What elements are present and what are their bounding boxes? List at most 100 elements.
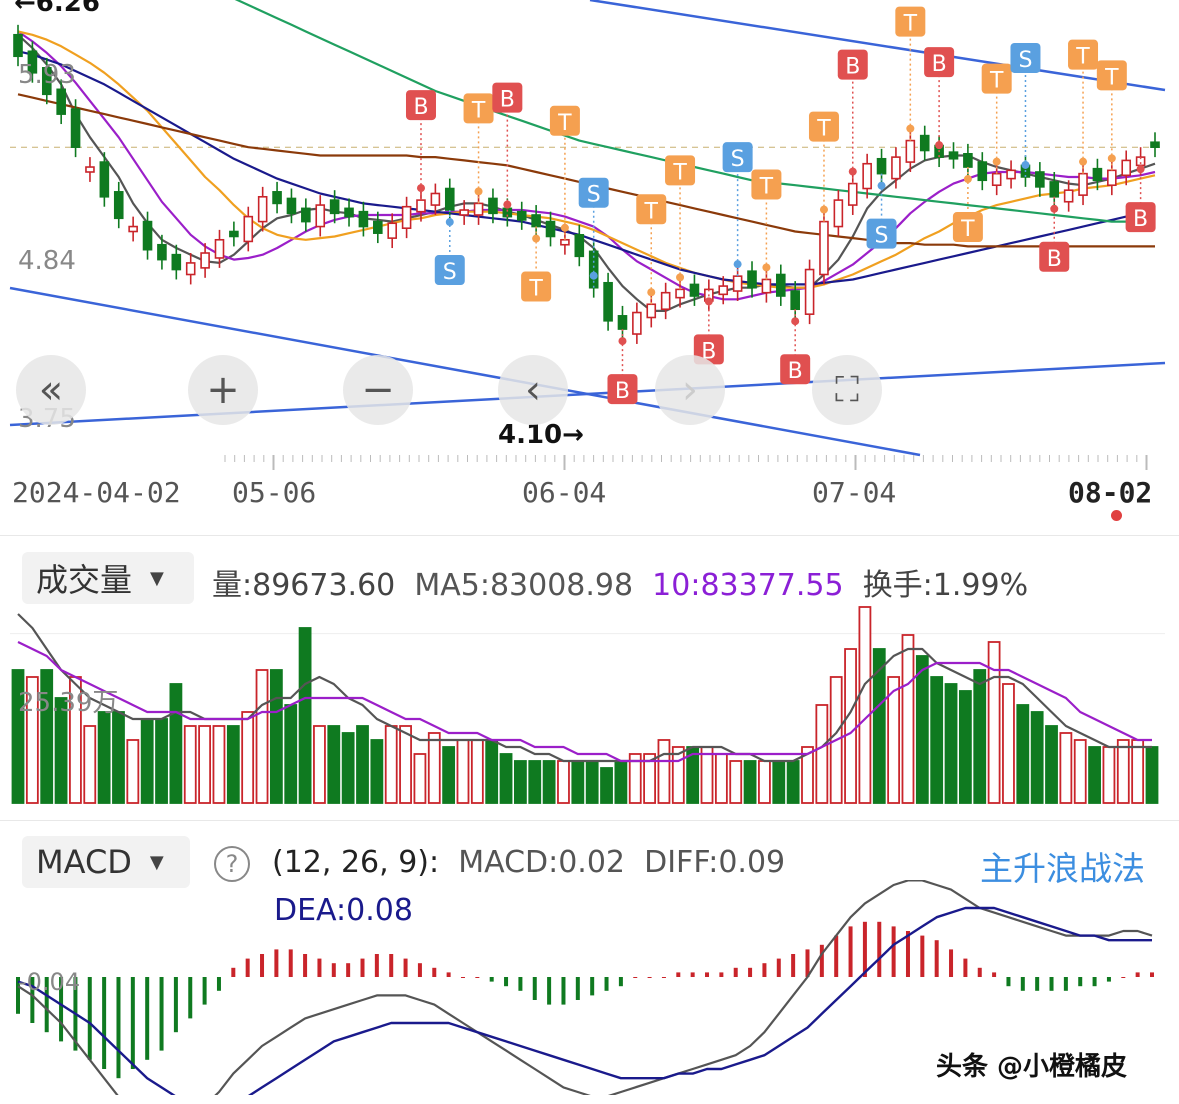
macd-histogram-bar [1121, 977, 1126, 978]
volume-bar [600, 767, 613, 804]
signal-badge [866, 218, 897, 249]
macd-histogram-bar [992, 972, 997, 977]
macd-histogram-bar [30, 977, 35, 1023]
candle-body [459, 209, 469, 216]
candle-body [113, 191, 124, 220]
volume-bar [1102, 746, 1116, 804]
signal-dot [503, 200, 512, 209]
signal-badge-label: S [731, 147, 745, 172]
macd-histogram-bar [1150, 972, 1154, 977]
trend-line [9, 286, 921, 457]
volume-bar [241, 711, 255, 804]
signal-badge [1039, 241, 1070, 272]
panel-separator [0, 535, 1179, 536]
rewind-button[interactable]: « [16, 355, 86, 425]
candle-body [991, 172, 1002, 187]
macd-histogram-bar [504, 977, 509, 987]
signal-badge [952, 212, 983, 243]
scroll-left-button[interactable]: ‹ [498, 355, 568, 425]
volume-bar [298, 627, 312, 804]
volume-bar [183, 725, 197, 804]
signal-dot [1107, 154, 1116, 163]
macd-histogram-bar [1078, 977, 1083, 987]
candle-body [128, 225, 138, 233]
volume-bar [1059, 732, 1073, 804]
volume-bar [1073, 739, 1087, 804]
signal-badge [434, 255, 465, 286]
macd-params: (12, 26, 9): [272, 845, 440, 880]
volume-bar [1145, 746, 1159, 804]
volume-indicator-selector[interactable]: 成交量 ▼ [22, 552, 194, 604]
volume-bar [470, 739, 484, 804]
signal-badge [981, 63, 1012, 94]
volume-bar [887, 676, 901, 804]
signal-badge-label: S [443, 260, 457, 285]
macd-histogram-bar [604, 977, 609, 991]
signal-badge [492, 82, 523, 113]
candle-body [632, 311, 642, 335]
macd-chart[interactable] [0, 880, 1179, 1095]
volume-bar [269, 669, 283, 804]
candle-body [272, 191, 282, 205]
zoom-in-button[interactable]: + [188, 355, 258, 425]
candle-body [689, 283, 700, 297]
macd-histogram-bar [705, 972, 710, 977]
macd-histogram-bar [862, 921, 867, 977]
macd-histogram-bar [460, 977, 465, 978]
signal-badge [636, 194, 667, 225]
macd-histogram-bar [389, 954, 394, 977]
signal-badge [665, 155, 696, 186]
help-icon[interactable]: ? [214, 846, 250, 882]
fullscreen-button[interactable]: ⛶ [812, 355, 882, 425]
macd-histogram-bar [475, 977, 480, 978]
volume-bar [54, 697, 68, 804]
signal-dot [848, 167, 857, 176]
candle-body [301, 207, 311, 223]
macd-histogram-bar [1063, 977, 1068, 991]
macd-histogram-bar [331, 963, 336, 977]
macd-histogram-bar [1006, 977, 1011, 987]
signal-dot [1050, 204, 1059, 213]
signal-badge [549, 105, 580, 136]
candle-body [444, 187, 455, 211]
signal-badge-label: B [615, 379, 630, 404]
macd-histogram-bar [403, 958, 408, 977]
volume-ma5: MA5:83008.98 [414, 568, 634, 603]
macd-histogram-bar [360, 958, 365, 977]
volume-bar [758, 760, 771, 804]
signal-badge [607, 374, 638, 405]
volume-bar [671, 746, 685, 804]
date-axis-label: 05-06 [232, 476, 317, 509]
candle-body [747, 270, 757, 289]
volume-bar [1131, 739, 1145, 804]
strategy-link[interactable]: 主升浪战法 [980, 849, 1145, 888]
macd-histogram-bar [44, 977, 49, 1033]
macd-histogram-bar [647, 977, 652, 978]
macd-indicator-selector[interactable]: MACD ▼ [22, 836, 190, 888]
volume-bar [930, 676, 944, 804]
signal-badge [751, 169, 782, 200]
volume-bar [40, 669, 54, 804]
scroll-right-button[interactable]: › [655, 355, 725, 425]
candle-body [27, 50, 38, 74]
caret-down-icon: ▼ [150, 567, 164, 589]
volume-bar [585, 760, 599, 804]
macd-histogram-bar [87, 977, 92, 1060]
volume-bar [1016, 704, 1030, 804]
volume-bar [1002, 683, 1015, 804]
signal-badge-label: T [471, 98, 486, 123]
macd-histogram-bar [374, 954, 379, 977]
zoom-out-button[interactable]: − [343, 355, 413, 425]
macd-histogram-bar [303, 954, 308, 977]
volume-bar [169, 683, 183, 804]
macd-histogram-bar [547, 977, 552, 1005]
volume-chart[interactable] [0, 600, 1179, 810]
macd-histogram-bar [575, 977, 580, 1000]
low-price-marker: 4.10→ [498, 420, 584, 450]
macd-histogram-bar [231, 967, 236, 977]
macd-selector-label: MACD [36, 843, 132, 881]
volume-bar [987, 641, 1001, 804]
volume-bar [714, 753, 728, 804]
date-axis-label: 06-04 [522, 476, 607, 509]
